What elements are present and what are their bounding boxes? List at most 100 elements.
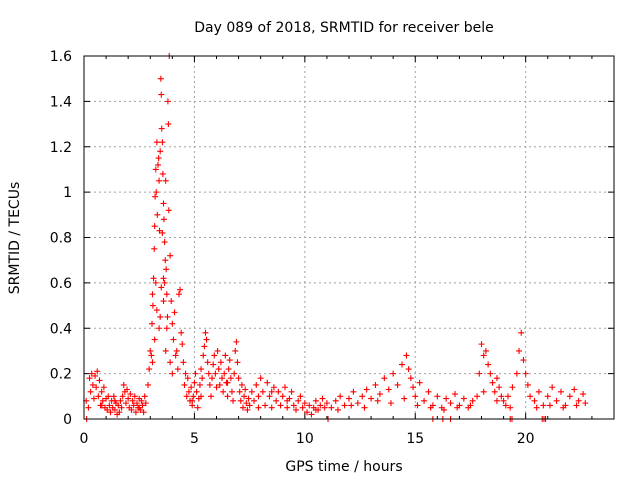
data-point: [273, 397, 280, 404]
data-point: [89, 381, 96, 388]
data-point: [178, 329, 185, 336]
data-point: [196, 381, 203, 388]
data-point: [266, 393, 273, 400]
data-point: [131, 393, 138, 400]
data-point: [412, 393, 419, 400]
data-point: [98, 388, 105, 395]
data-point: [288, 388, 295, 395]
data-point: [203, 336, 210, 343]
axis-ticks: 0 0.2 0.4 0.6 0.8 1 1.2 1.4 1.6 0 5 10 15 20: [50, 49, 614, 447]
data-point: [414, 402, 421, 409]
data-point: [281, 384, 288, 391]
data-point: [290, 402, 297, 409]
data-point: [454, 404, 461, 411]
data-point: [149, 291, 156, 298]
data-point: [416, 379, 423, 386]
data-point: [142, 400, 149, 407]
data-point: [217, 359, 224, 366]
data-point: [191, 379, 198, 386]
data-point: [141, 393, 148, 400]
data-point: [134, 400, 140, 407]
data-point: [167, 359, 174, 366]
data-point: [224, 393, 231, 400]
data-point: [478, 341, 485, 348]
data-point: [160, 275, 167, 282]
data-point: [210, 361, 217, 368]
data-point: [152, 193, 159, 200]
data-point: [148, 352, 155, 359]
data-point: [159, 170, 166, 177]
plot-frame: [83, 55, 615, 420]
data-point: [107, 409, 114, 416]
data-point: [259, 388, 266, 395]
data-point: [201, 343, 208, 350]
data-point: [385, 386, 392, 393]
data-point: [248, 388, 255, 395]
data-point: [359, 393, 366, 400]
data-point: [403, 352, 410, 359]
data-point: [158, 284, 165, 291]
data-point: [162, 177, 169, 184]
data-point: [122, 400, 129, 407]
data-point: [304, 409, 311, 416]
data-point: [87, 388, 94, 395]
data-point: [505, 393, 511, 400]
data-point: [262, 402, 269, 409]
data-point: [268, 388, 275, 395]
data-point: [485, 361, 492, 368]
data-point: [221, 370, 228, 377]
data-point: [531, 397, 538, 404]
data-point: [190, 393, 197, 400]
data-point: [185, 388, 192, 395]
data-point: [207, 393, 214, 400]
data-point: [533, 404, 540, 411]
data-point: [518, 329, 525, 336]
y-tick-label: 1: [63, 185, 72, 201]
data-point: [242, 386, 249, 393]
data-point: [363, 386, 370, 393]
data-point: [328, 404, 335, 411]
data-point: [118, 404, 125, 411]
data-point: [95, 393, 102, 400]
data-point: [214, 347, 221, 354]
data-point: [198, 366, 205, 373]
data-point: [241, 393, 248, 400]
data-point: [163, 325, 170, 332]
data-point: [111, 406, 118, 413]
data-point: [452, 391, 458, 398]
data-point: [520, 357, 527, 364]
data-point: [308, 411, 315, 418]
data-point: [279, 393, 286, 400]
data-point: [161, 279, 168, 286]
data-point: [268, 404, 275, 411]
data-point: [350, 388, 357, 395]
data-point: [405, 366, 412, 373]
data-point: [522, 370, 529, 377]
data-point: [106, 402, 113, 409]
data-point: [88, 370, 95, 377]
data-point: [496, 384, 503, 391]
data-point: [540, 402, 547, 409]
data-point: [489, 379, 496, 386]
data-point: [149, 359, 156, 366]
data-point: [323, 400, 330, 407]
data-point: [238, 381, 245, 388]
data-point: [212, 370, 219, 377]
data-point: [145, 381, 152, 388]
y-tick-label: 0.6: [50, 276, 72, 292]
data-point: [180, 359, 187, 366]
data-point: [295, 397, 302, 404]
data-point: [128, 406, 135, 413]
y-tick-label: 0.8: [50, 231, 72, 247]
data-point: [232, 347, 239, 354]
data-point: [549, 384, 556, 391]
data-point: [502, 402, 509, 409]
chart-title: Day 089 of 2018, SRMTID for receiver bel…: [194, 20, 493, 36]
data-point: [209, 375, 216, 382]
data-point: [99, 397, 106, 404]
data-point: [183, 393, 190, 400]
data-point: [163, 266, 170, 273]
data-point: [243, 400, 250, 407]
data-point: [157, 148, 164, 155]
